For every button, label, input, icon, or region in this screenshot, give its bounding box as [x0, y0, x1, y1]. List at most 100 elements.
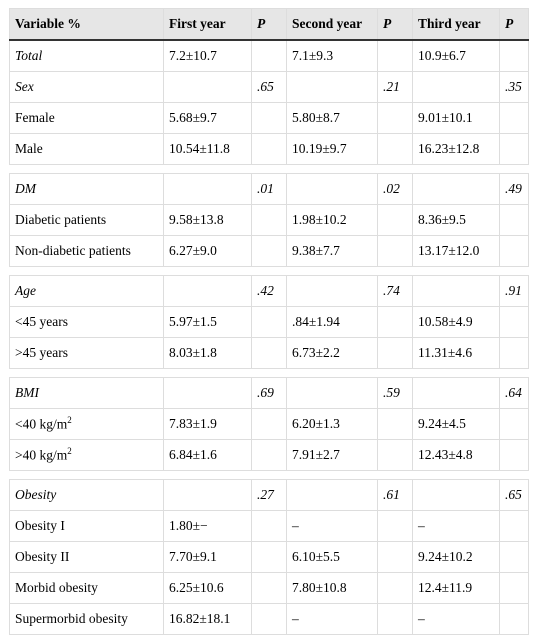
header-third-year: Third year — [412, 8, 500, 41]
table-row-obesity-2: Obesity II 7.70±9.1 6.10±5.5 9.24±10.2 — [9, 541, 529, 573]
cell-p-third: .91 — [499, 275, 529, 307]
table-row-supermorbid-obesity: Supermorbid obesity 16.82±18.1 – – — [9, 603, 529, 635]
row-label: Non-diabetic patients — [9, 235, 164, 267]
table-row-total: Total 7.2±10.7 7.1±9.3 10.9±6.7 — [9, 39, 529, 72]
cell-p-first: .27 — [251, 479, 287, 511]
cell-p-second: .74 — [377, 275, 413, 307]
cell-p-second: .21 — [377, 71, 413, 103]
cell-p-second: .59 — [377, 377, 413, 409]
table-row-age: Age .42 .74 .91 — [9, 275, 529, 307]
superscript: 2 — [67, 415, 72, 426]
row-label: <45 years — [9, 306, 164, 338]
cell-third-year: 9.01±10.1 — [412, 102, 500, 134]
cell-second-year: 7.91±2.7 — [286, 439, 378, 471]
table-row-over-45: >45 years 8.03±1.8 6.73±2.2 11.31±4.6 — [9, 337, 529, 369]
table-row-non-diabetic: Non-diabetic patients 6.27±9.0 9.38±7.7 … — [9, 235, 529, 267]
cell-second-year: 6.10±5.5 — [286, 541, 378, 573]
table-row-male: Male 10.54±11.8 10.19±9.7 16.23±12.8 — [9, 133, 529, 165]
cell-first-year: 7.83±1.9 — [163, 408, 252, 440]
cell-second-year: 6.73±2.2 — [286, 337, 378, 369]
cell-third-year: 10.9±6.7 — [412, 39, 500, 72]
section-label: Obesity — [9, 479, 164, 511]
cell-second-year: 7.80±10.8 — [286, 572, 378, 604]
header-variable: Variable % — [9, 8, 164, 41]
cell-first-year: 6.27±9.0 — [163, 235, 252, 267]
cell-third-year: – — [412, 603, 500, 635]
section-label: BMI — [9, 377, 164, 409]
data-table: Variable % First year P Second year P Th… — [9, 8, 529, 635]
table-row-female: Female 5.68±9.7 5.80±8.7 9.01±10.1 — [9, 102, 529, 134]
table-row-sex: Sex .65 .21 .35 — [9, 71, 529, 103]
cell-p-first: .42 — [251, 275, 287, 307]
row-label: Obesity I — [9, 510, 164, 542]
cell-p-first: .65 — [251, 71, 287, 103]
cell-third-year: 10.58±4.9 — [412, 306, 500, 338]
row-label: Male — [9, 133, 164, 165]
cell-third-year: 16.23±12.8 — [412, 133, 500, 165]
cell-second-year: 9.38±7.7 — [286, 235, 378, 267]
cell-third-year: – — [412, 510, 500, 542]
cell-p-first: .69 — [251, 377, 287, 409]
cell-second-year: – — [286, 510, 378, 542]
cell-third-year: 11.31±4.6 — [412, 337, 500, 369]
cell-first-year: 5.97±1.5 — [163, 306, 252, 338]
header-p-third: P — [499, 8, 529, 41]
cell-second-year: 10.19±9.7 — [286, 133, 378, 165]
cell-second-year: 6.20±1.3 — [286, 408, 378, 440]
cell-second-year: 1.98±10.2 — [286, 204, 378, 236]
row-label: Total — [9, 39, 164, 72]
row-label: Diabetic patients — [9, 204, 164, 236]
cell-first-year: 9.58±13.8 — [163, 204, 252, 236]
table-header-row: Variable % First year P Second year P Th… — [9, 8, 529, 41]
table-row-diabetic: Diabetic patients 9.58±13.8 1.98±10.2 8.… — [9, 204, 529, 236]
row-label-text: <40 kg/m — [15, 416, 68, 432]
row-label: >45 years — [9, 337, 164, 369]
row-label: Female — [9, 102, 164, 134]
superscript: 2 — [67, 446, 72, 457]
cell-first-year: 7.70±9.1 — [163, 541, 252, 573]
table-row-bmi-under-40: <40 kg/m2 7.83±1.9 6.20±1.3 9.24±4.5 — [9, 408, 529, 440]
cell-third-year: 8.36±9.5 — [412, 204, 500, 236]
cell-first-year: 6.25±10.6 — [163, 572, 252, 604]
row-label: Obesity II — [9, 541, 164, 573]
row-label: <40 kg/m2 — [9, 408, 164, 440]
cell-first-year: 16.82±18.1 — [163, 603, 252, 635]
row-label-text: >40 kg/m — [15, 447, 68, 463]
cell-first-year: 7.2±10.7 — [163, 39, 252, 72]
cell-third-year: 12.43±4.8 — [412, 439, 500, 471]
cell-p-second: .61 — [377, 479, 413, 511]
cell-first-year: 1.80±− — [163, 510, 252, 542]
cell-second-year: 7.1±9.3 — [286, 39, 378, 72]
cell-p-first: .01 — [251, 173, 287, 205]
cell-p-third: .65 — [499, 479, 529, 511]
table-row-obesity: Obesity .27 .61 .65 — [9, 479, 529, 511]
section-label: DM — [9, 173, 164, 205]
cell-third-year: 13.17±12.0 — [412, 235, 500, 267]
cell-second-year: .84±1.94 — [286, 306, 378, 338]
table-row-under-45: <45 years 5.97±1.5 .84±1.94 10.58±4.9 — [9, 306, 529, 338]
header-p-first: P — [251, 8, 287, 41]
table-row-obesity-1: Obesity I 1.80±− – – — [9, 510, 529, 542]
table-row-dm: DM .01 .02 .49 — [9, 173, 529, 205]
cell-third-year: 12.4±11.9 — [412, 572, 500, 604]
row-separator — [9, 164, 529, 174]
row-label: >40 kg/m2 — [9, 439, 164, 471]
cell-third-year: 9.24±10.2 — [412, 541, 500, 573]
cell-first-year: 10.54±11.8 — [163, 133, 252, 165]
cell-p-second: .02 — [377, 173, 413, 205]
header-first-year: First year — [163, 8, 252, 41]
cell-p-third: .49 — [499, 173, 529, 205]
row-label: Supermorbid obesity — [9, 603, 164, 635]
row-separator — [9, 470, 529, 480]
table-row-bmi-over-40: >40 kg/m2 6.84±1.6 7.91±2.7 12.43±4.8 — [9, 439, 529, 471]
row-label: Morbid obesity — [9, 572, 164, 604]
section-label: Age — [9, 275, 164, 307]
table-row-morbid-obesity: Morbid obesity 6.25±10.6 7.80±10.8 12.4±… — [9, 572, 529, 604]
row-separator — [9, 368, 529, 378]
cell-first-year: 8.03±1.8 — [163, 337, 252, 369]
cell-first-year: 6.84±1.6 — [163, 439, 252, 471]
cell-second-year: – — [286, 603, 378, 635]
header-second-year: Second year — [286, 8, 378, 41]
cell-p-third: .64 — [499, 377, 529, 409]
section-label: Sex — [9, 71, 164, 103]
